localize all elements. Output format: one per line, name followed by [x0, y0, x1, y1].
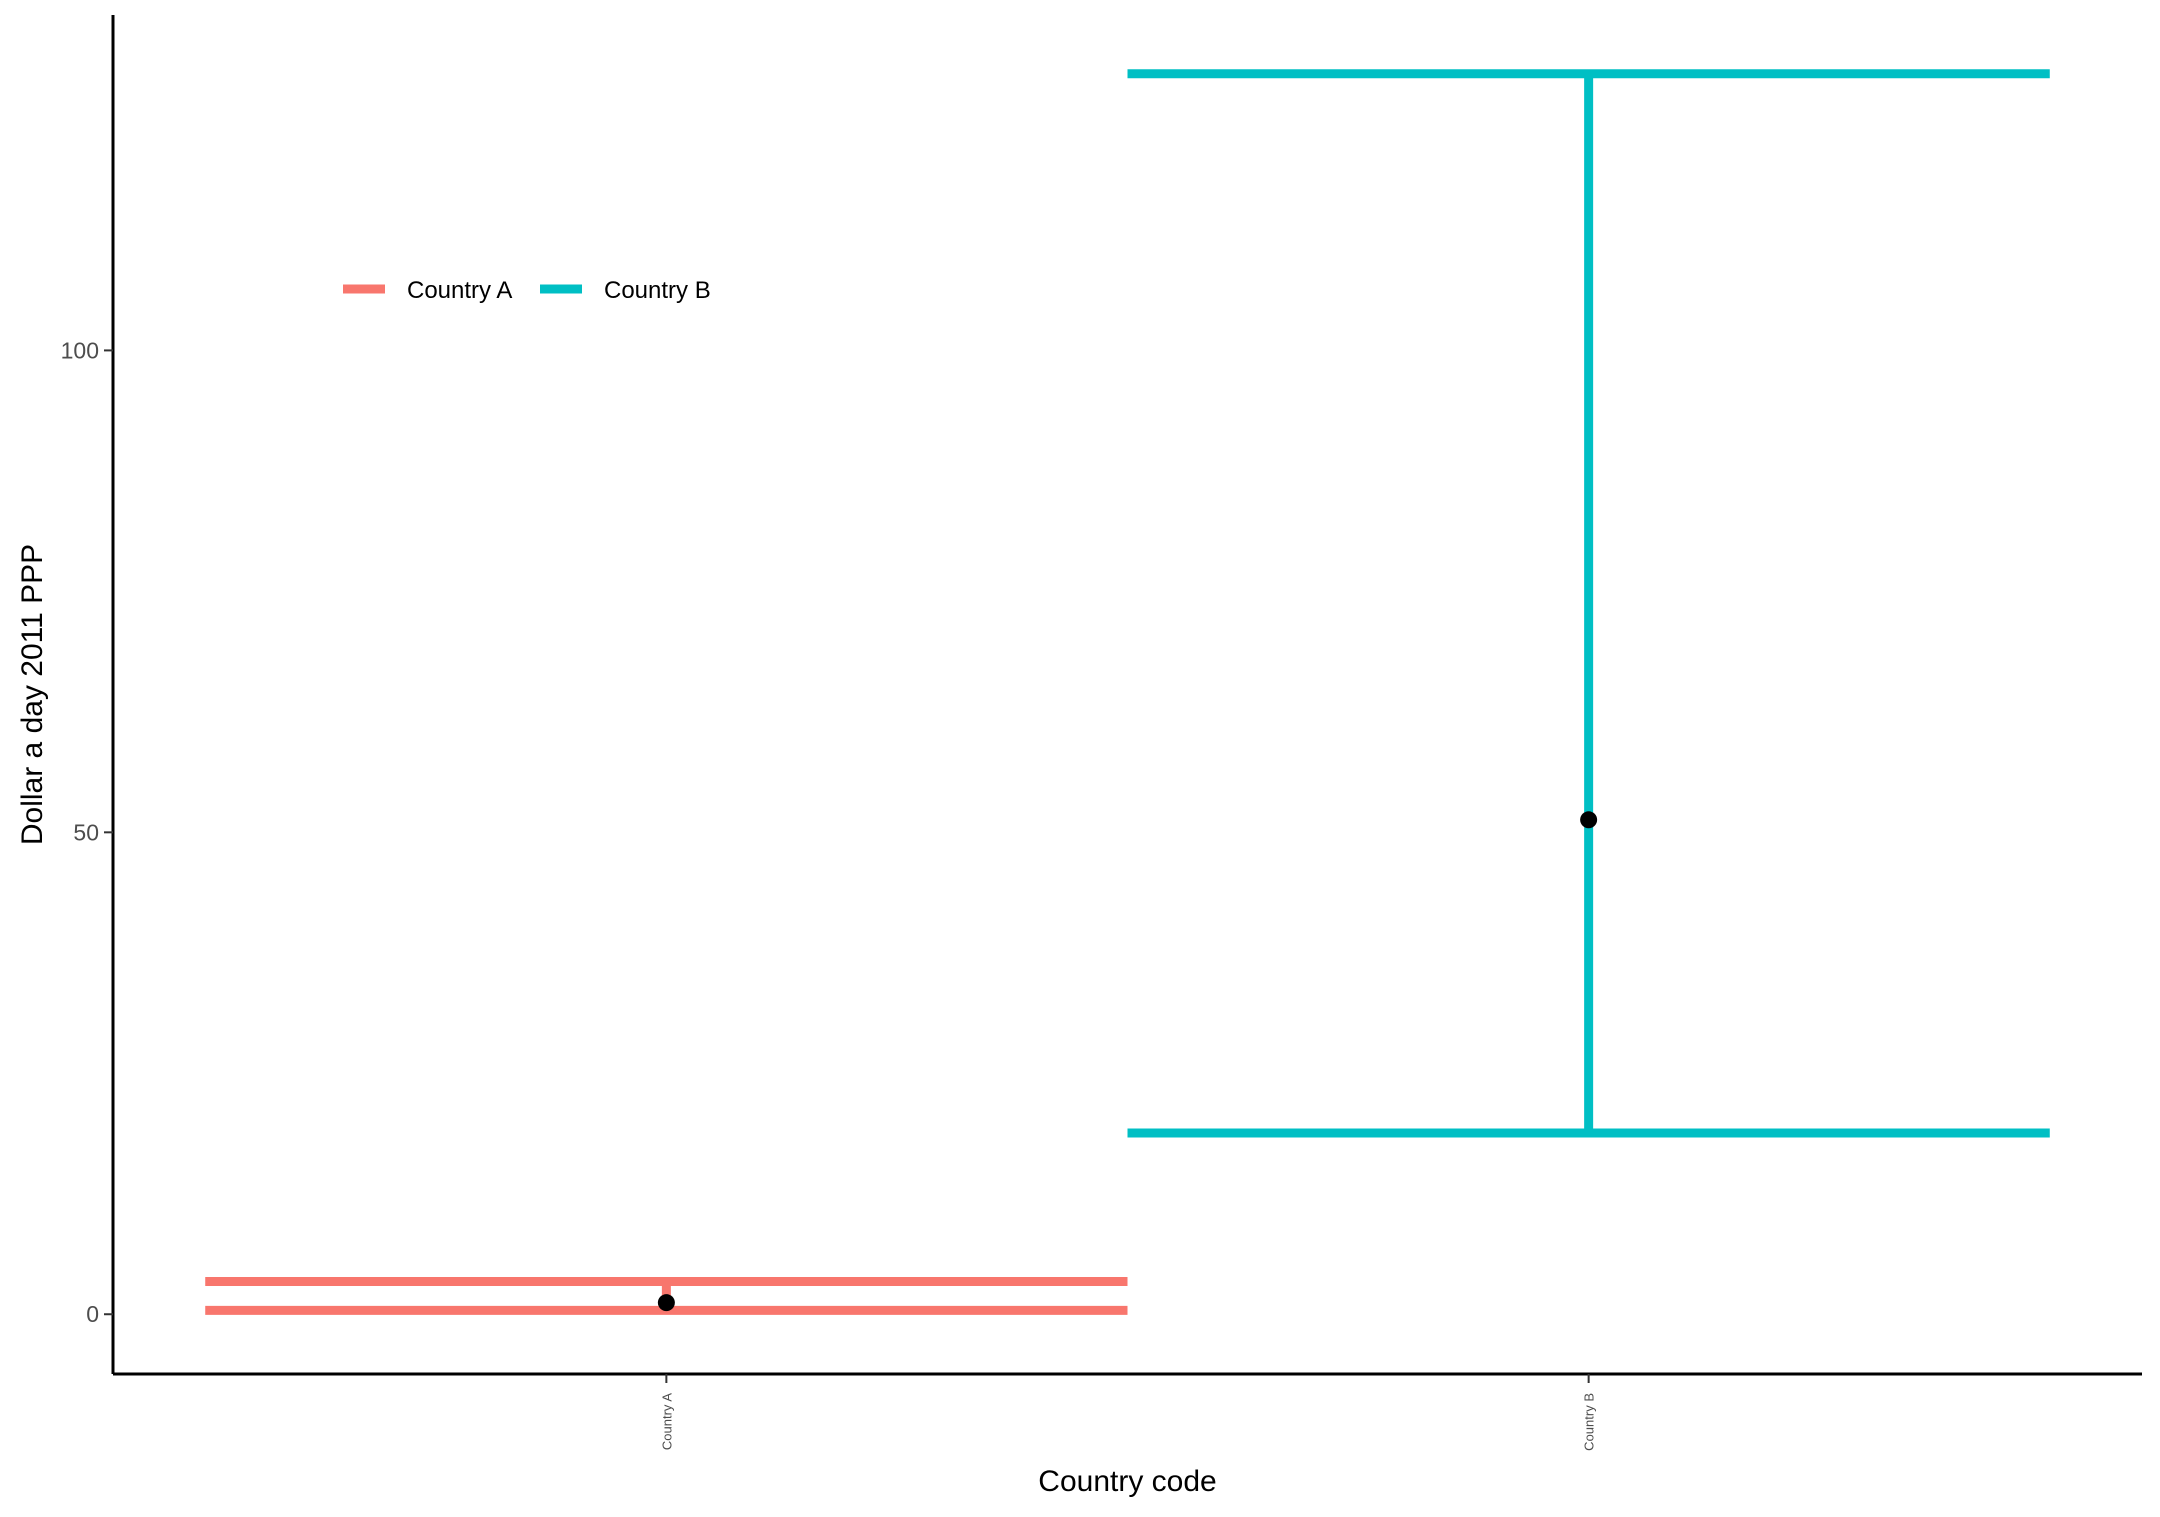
y-axis-title: Dollar a day 2011 PPP: [16, 544, 49, 845]
data-point: [1580, 811, 1598, 829]
data-point: [657, 1294, 675, 1312]
legend-item: Country A: [343, 277, 512, 304]
legend-label: Country B: [604, 277, 711, 304]
y-axis-ticks: 0 50 100: [61, 337, 113, 1327]
x-tick-label: Country B: [1582, 1393, 1597, 1451]
y-tick-label: 0: [86, 1301, 99, 1327]
error-bar: [1127, 69, 2050, 1138]
error-bars: [205, 69, 2050, 1315]
y-tick-label: 50: [73, 819, 99, 845]
x-tick-label: Country A: [659, 1393, 674, 1450]
legend: Country A Country B: [343, 277, 711, 304]
y-tick-label: 100: [61, 337, 99, 363]
x-axis-ticks: Country A Country B: [659, 1374, 1597, 1451]
legend-item: Country B: [540, 277, 711, 304]
x-axis-title: Country code: [1038, 1465, 1216, 1498]
legend-label: Country A: [407, 277, 512, 304]
point-markers: [657, 811, 1598, 1312]
